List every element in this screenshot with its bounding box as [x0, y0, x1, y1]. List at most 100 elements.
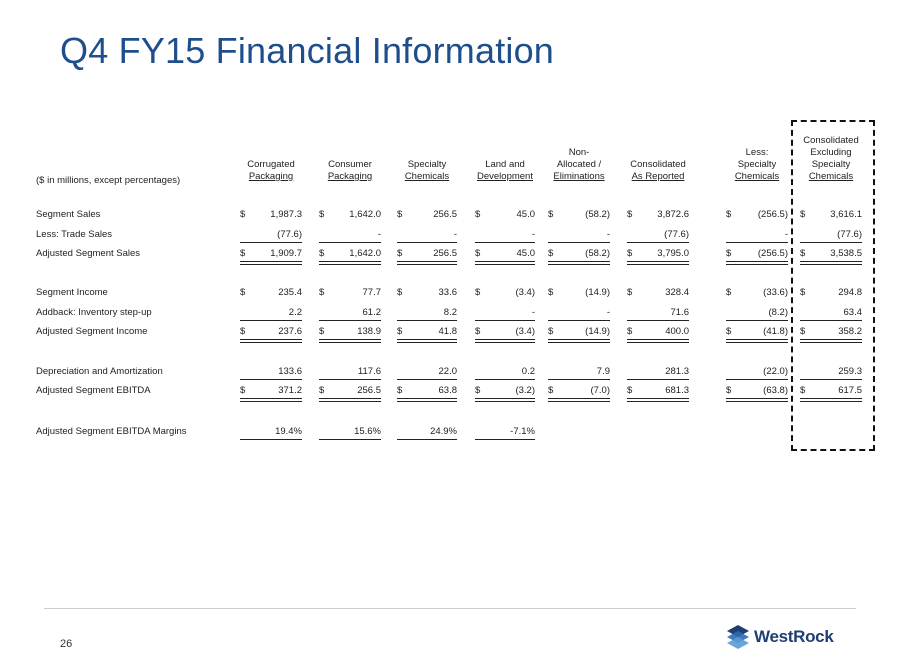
- cell-value: 41.8: [438, 326, 458, 337]
- cell-value: 681.3: [665, 385, 689, 396]
- cell-value: 3,538.5: [830, 248, 862, 259]
- currency-symbol: $: [475, 326, 481, 337]
- table-cell: $328.4: [627, 287, 689, 299]
- single-rule: [548, 242, 610, 243]
- double-rule: [548, 398, 610, 402]
- cell-value: 328.4: [665, 287, 689, 298]
- currency-symbol: $: [548, 209, 554, 220]
- column-header-line: Eliminations: [553, 171, 605, 182]
- cell-value: -: [531, 307, 535, 318]
- table-cell: $ (41.8): [726, 326, 788, 338]
- table-cell: -7.1%: [475, 426, 535, 438]
- double-rule: [800, 398, 862, 402]
- units-label: ($ in millions, except percentages): [36, 175, 181, 186]
- cell-value: 45.0: [516, 209, 536, 220]
- double-rule: [627, 339, 689, 343]
- westrock-logo: WestRock: [726, 624, 834, 650]
- double-rule: [475, 339, 535, 343]
- table-cell: $3,538.5: [800, 248, 862, 260]
- cell-value: 3,795.0: [657, 248, 689, 259]
- cell-value: 2.2: [288, 307, 302, 318]
- row-label: Less: Trade Sales: [36, 229, 113, 240]
- cell-value: 24.9%: [430, 426, 457, 437]
- currency-symbol: $: [240, 287, 246, 298]
- cell-value: 45.0: [516, 248, 536, 259]
- table-cell: 24.9%: [397, 426, 457, 438]
- cell-value: 1,987.3: [270, 209, 302, 220]
- table-cell: 133.6: [240, 366, 302, 378]
- cell-value: 1,642.0: [349, 209, 381, 220]
- cell-value: 3,872.6: [657, 209, 689, 220]
- table-cell: $ (14.9): [548, 287, 610, 299]
- column-header-line: Packaging: [248, 171, 294, 182]
- currency-symbol: $: [240, 385, 246, 396]
- table-cell: 7.9: [548, 366, 610, 378]
- column-header-line: Specialty: [811, 159, 851, 170]
- cell-value: 22.0: [438, 366, 458, 377]
- table-cell: 22.0: [397, 366, 458, 378]
- cell-value: 294.8: [838, 287, 862, 298]
- column-header-line: Consolidated: [630, 159, 686, 170]
- table-cell: $45.0: [475, 209, 535, 221]
- footer-divider: [44, 608, 856, 609]
- currency-symbol: $: [240, 209, 246, 220]
- double-rule: [397, 398, 457, 402]
- cell-value: (256.5): [757, 248, 788, 259]
- table-cell: (77.6): [800, 229, 862, 241]
- cell-value: 8.2: [443, 307, 457, 318]
- page-number: 26: [60, 638, 73, 650]
- row-label: Addback: Inventory step-up: [36, 307, 152, 318]
- table-cell: $1,642.0: [319, 209, 381, 221]
- currency-symbol: $: [800, 209, 806, 220]
- currency-symbol: $: [548, 385, 554, 396]
- currency-symbol: $: [800, 326, 806, 337]
- single-rule: [726, 379, 788, 380]
- table-cell: $371.2: [240, 385, 302, 397]
- table-cell: -: [319, 229, 381, 241]
- table-cell: $63.8: [397, 385, 457, 397]
- double-rule: [319, 398, 381, 402]
- double-rule: [240, 339, 302, 343]
- table-cell: $ (256.5): [726, 248, 788, 260]
- single-rule: [800, 379, 862, 380]
- currency-symbol: $: [627, 248, 633, 259]
- row-label: Adjusted Segment EBITDA Margins: [36, 426, 187, 437]
- table-cell: $3,616.1: [800, 209, 862, 221]
- column-header-line: Less:: [745, 147, 769, 158]
- currency-symbol: $: [548, 326, 554, 337]
- cell-value: 61.2: [362, 307, 382, 318]
- cell-value: (58.2): [585, 248, 610, 259]
- table-cell: $ (33.6): [726, 287, 788, 299]
- table-cell: 2.2: [240, 307, 302, 319]
- table-cell: -: [726, 229, 788, 241]
- single-rule: [475, 379, 535, 380]
- column-header-line: Non-: [568, 147, 590, 158]
- table-cell: 0.2: [475, 366, 535, 378]
- double-rule: [800, 339, 862, 343]
- currency-symbol: $: [397, 248, 403, 259]
- cell-value: (77.6): [277, 229, 302, 240]
- currency-symbol: $: [319, 248, 325, 259]
- financial-table: ($ in millions, except percentages) Corr…: [36, 135, 862, 440]
- table-cell: $77.7: [319, 287, 381, 299]
- row-label: Depreciation and Amortization: [36, 366, 163, 377]
- double-rule: [627, 261, 689, 265]
- table-cell: (77.6): [627, 229, 689, 241]
- double-rule: [627, 398, 689, 402]
- cell-value: (58.2): [585, 209, 610, 220]
- currency-symbol: $: [475, 385, 481, 396]
- column-header-line: As Reported: [631, 171, 685, 182]
- currency-symbol: $: [240, 248, 246, 259]
- currency-symbol: $: [548, 287, 554, 298]
- cell-value: 256.5: [433, 248, 457, 259]
- cell-value: 138.9: [357, 326, 381, 337]
- cell-value: 117.6: [357, 366, 381, 377]
- currency-symbol: $: [627, 385, 633, 396]
- column-header-line: Chemicals: [734, 171, 780, 182]
- column-header-line: Land and: [485, 159, 525, 170]
- single-rule: [475, 439, 535, 440]
- column-header-line: Excluding: [810, 147, 852, 158]
- double-rule: [548, 339, 610, 343]
- currency-symbol: $: [726, 385, 732, 396]
- cell-value: (63.8): [763, 385, 788, 396]
